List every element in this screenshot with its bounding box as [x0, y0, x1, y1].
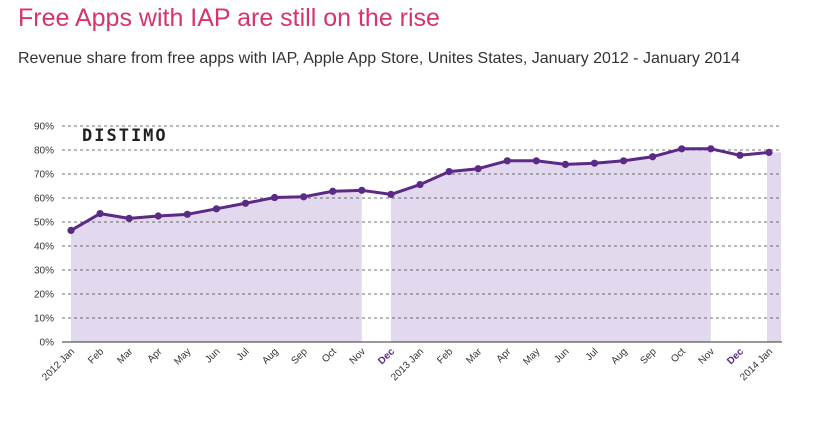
- data-point-12: [387, 190, 395, 198]
- x-tick-label: Jun: [203, 346, 222, 365]
- y-tick-label: 40%: [34, 242, 54, 253]
- data-point-21: [649, 153, 657, 161]
- x-tick-label: Apr: [146, 346, 165, 365]
- x-tick-label: Oct: [669, 346, 688, 365]
- x-tick-label: Feb: [86, 346, 106, 366]
- x-tick-label: May: [172, 346, 193, 367]
- area-fill-group: [71, 148, 781, 342]
- data-point-20: [619, 157, 628, 165]
- data-point-1: [67, 226, 75, 234]
- gridlines: [62, 125, 782, 319]
- x-tick-label: Dec: [376, 346, 397, 367]
- x-tick-label: Aug: [260, 346, 280, 366]
- data-point-2: [96, 210, 104, 218]
- y-tick-label: 20%: [34, 290, 54, 301]
- data-point-19: [590, 159, 599, 167]
- x-tick-label: Dec: [725, 346, 746, 367]
- data-point-3: [125, 214, 133, 222]
- data-point-4: [154, 212, 162, 220]
- x-tick-label: May: [521, 346, 542, 367]
- data-point-16: [503, 157, 511, 165]
- x-tick-label: Mar: [115, 346, 135, 366]
- x-tick-label: Apr: [495, 346, 514, 365]
- data-point-14: [445, 168, 453, 176]
- x-tick-label: Jul: [584, 346, 601, 363]
- y-tick-label: 80%: [34, 146, 54, 157]
- area-segment-1: [71, 190, 362, 342]
- data-point-18: [561, 160, 570, 168]
- area-segment-2: [390, 148, 711, 342]
- data-point-6: [212, 205, 221, 213]
- data-point-17: [532, 157, 540, 165]
- x-tick-label: Feb: [435, 346, 455, 366]
- x-tick-label: Jul: [235, 346, 252, 363]
- data-point-15: [474, 165, 482, 173]
- y-axis-ticks: 90% 80% 70% 60% 50% 40% 30% 20% 10% 0%: [34, 122, 54, 349]
- x-tick-label: Sep: [638, 346, 659, 367]
- x-tick-label: 2012 Jan: [40, 346, 77, 383]
- data-point-9: [300, 193, 308, 201]
- y-tick-label: 0%: [40, 338, 55, 349]
- y-tick-label: 90%: [34, 122, 54, 133]
- chart-title: Free Apps with IAP are still on the rise: [18, 4, 440, 32]
- area-segment-3: [767, 152, 781, 342]
- x-tick-label: Jun: [552, 346, 571, 365]
- data-point-7: [241, 199, 250, 207]
- data-point-5: [183, 210, 191, 218]
- x-tick-label: Nov: [697, 346, 717, 366]
- x-tick-label: Aug: [609, 346, 629, 366]
- x-tick-label: Nov: [348, 346, 368, 366]
- data-point-23: [707, 145, 715, 153]
- y-tick-label: 50%: [34, 218, 54, 229]
- x-axis-ticks: 2012 Jan Feb Mar Apr May Jun Jul Aug Sep Oct Nov De…: [40, 346, 775, 383]
- x-tick-label: Mar: [464, 346, 484, 366]
- x-tick-label: Sep: [289, 346, 310, 367]
- x-tick-label: Oct: [320, 346, 339, 365]
- y-tick-label: 30%: [34, 266, 54, 277]
- data-point-22: [678, 145, 686, 153]
- data-point-11: [358, 186, 366, 194]
- y-tick-label: 60%: [34, 194, 54, 205]
- data-point-25: [765, 148, 773, 156]
- y-tick-label: 70%: [34, 170, 54, 181]
- data-point-8: [270, 193, 279, 202]
- chart-subtitle: Revenue share from free apps with IAP, A…: [18, 50, 740, 67]
- data-point-24: [736, 151, 744, 159]
- data-points: [67, 145, 773, 234]
- y-tick-label: 10%: [34, 314, 54, 325]
- data-point-13: [416, 180, 424, 189]
- distimo-logo: DISTIMO: [82, 126, 168, 146]
- data-point-10: [329, 187, 337, 195]
